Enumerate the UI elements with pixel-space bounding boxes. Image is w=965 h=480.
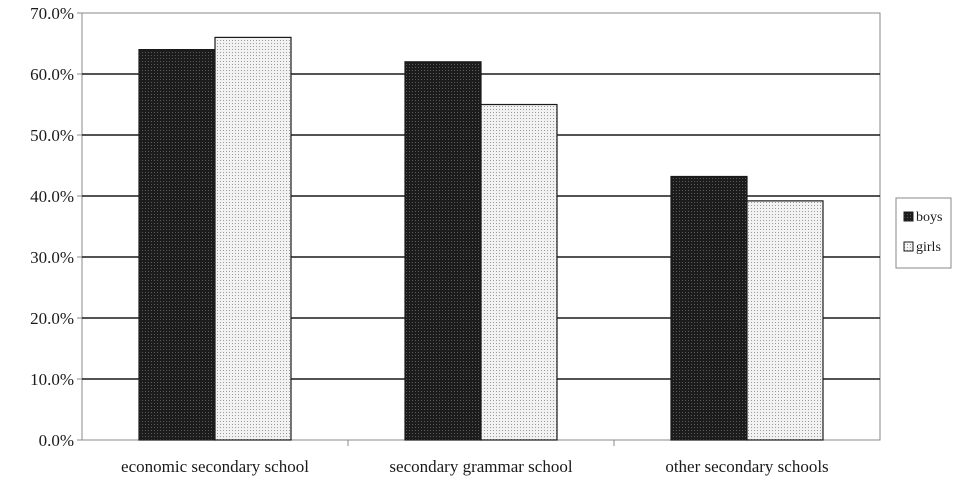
- bar-girls-1: [480, 103, 558, 441]
- legend-label-girls: girls: [916, 240, 941, 255]
- y-tick-label: 10.0%: [30, 370, 74, 389]
- x-category-label: secondary grammar school: [389, 457, 572, 476]
- bar-boys-2: [670, 175, 748, 441]
- x-category-label: economic secondary school: [121, 457, 309, 476]
- bar-boys-0: [138, 48, 216, 441]
- y-tick-label: 40.0%: [30, 187, 74, 206]
- y-tick-label: 60.0%: [30, 65, 74, 84]
- y-tick-label: 50.0%: [30, 126, 74, 145]
- bar-girls-0: [214, 36, 292, 441]
- y-tick-label: 0.0%: [39, 431, 74, 450]
- legend-label-boys: boys: [916, 210, 942, 225]
- bar-boys-1: [404, 61, 482, 441]
- y-tick-label: 70.0%: [30, 4, 74, 23]
- legend-box: [895, 197, 952, 269]
- bar-girls-2: [746, 200, 824, 441]
- plot-area: 0.0% 10.0% 20.0% 30.0% 40.0% 50.0% 60.0% 70.0% e…: [30, 4, 881, 476]
- legend-swatch-girls: [903, 241, 914, 252]
- x-category-label: other secondary schools: [665, 457, 828, 476]
- y-tick-label: 20.0%: [30, 309, 74, 328]
- legend-swatch-boys: [903, 211, 914, 222]
- y-tick-label: 30.0%: [30, 248, 74, 267]
- legend: boys girls: [895, 197, 952, 269]
